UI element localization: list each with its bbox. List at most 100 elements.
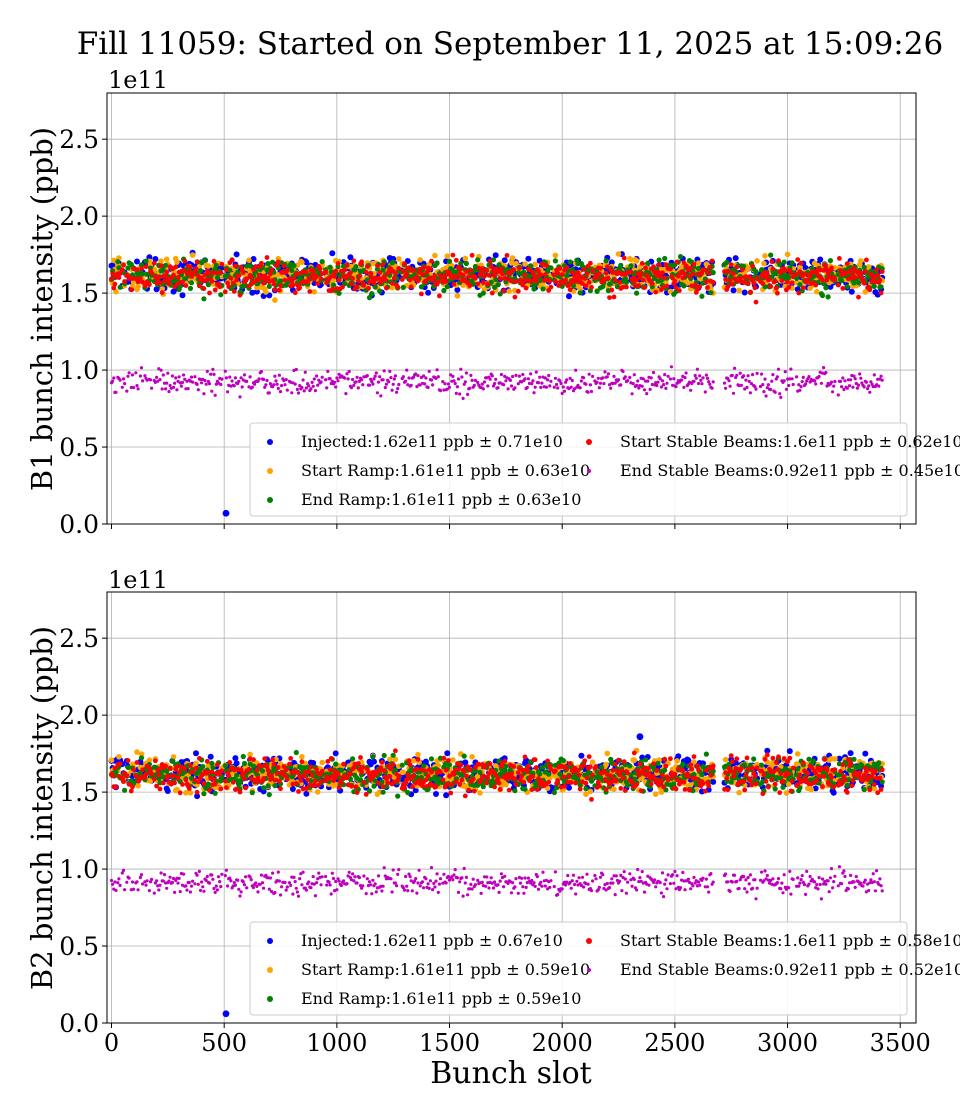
b1-end-stable-beams-point-59 [186, 387, 190, 391]
b1-end-ramp-point-494 [695, 265, 702, 272]
b1-start-stable-beams-point-253 [415, 278, 421, 284]
b1-end-stable-beams-point-319 [493, 382, 497, 386]
b1-end-stable-beams-point-544 [766, 383, 771, 387]
b2-start-ramp-point-300 [469, 754, 475, 760]
b1-start-ramp-point-19 [135, 283, 141, 290]
b1-end-stable-beams-point-532 [751, 373, 755, 377]
b1-end-stable-beams-point-172 [319, 380, 323, 384]
b1-start-stable-beams-point-54 [180, 279, 185, 285]
b1-end-ramp-point-24 [143, 258, 149, 264]
b1-end-ramp-point-295 [463, 260, 469, 267]
b1-end-stable-beams-point-610 [845, 386, 849, 390]
b1-end-stable-beams-point-101 [237, 379, 241, 383]
b2-start-ramp-point-508 [722, 756, 729, 763]
b1-start-ramp-point-479 [678, 264, 685, 270]
b1-points [108, 249, 886, 517]
b1-end-ramp-point-5 [115, 259, 121, 265]
b1-end-stable-beams-point-384 [569, 385, 573, 389]
b1-start-stable-beams-point-545 [767, 277, 772, 282]
b1-end-ramp-point-562 [786, 274, 792, 281]
b1-end-stable-beams-point-55 [182, 373, 186, 377]
b1-end-stable-beams-point-237 [396, 387, 400, 391]
b1-end-stable-beams-point-353 [532, 391, 536, 395]
b1-start-ramp-point-238 [396, 256, 402, 262]
b1-end-stable-beams-point-185 [336, 379, 340, 383]
b2-end-ramp-point-72 [201, 791, 207, 797]
b1-end-stable-beams-point-299 [469, 373, 473, 377]
b1-end-ramp-point-481 [681, 283, 687, 289]
b1-start-ramp-point-540 [761, 260, 767, 267]
b1-end-ramp-point-270 [434, 260, 440, 266]
b1-start-stable-beams-point-363 [542, 272, 548, 278]
b1-end-ramp-point-61 [187, 285, 193, 291]
b1-start-stable-beams-point-6 [116, 275, 122, 280]
b1-end-stable-beams-point-245 [407, 376, 411, 380]
b1-end-stable-beams-point-411 [601, 376, 605, 380]
b1-start-stable-beams-point-86 [217, 284, 223, 290]
b1-end-stable-beams-point-599 [831, 390, 835, 394]
b1-end-stable-beams-point-283 [451, 374, 455, 378]
b2-start-ramp-point-580 [808, 786, 814, 793]
b1-end-stable-beams-point-564 [789, 367, 793, 371]
b1-end-ramp-point-460 [656, 257, 662, 263]
b1-start-stable-beams-point-507 [722, 269, 727, 274]
b1-end-ramp-point-565 [789, 260, 795, 266]
b1-end-stable-beams-point-573 [801, 375, 805, 379]
b1-end-stable-beams-point-41 [166, 371, 170, 375]
b1-end-stable-beams-point-449 [645, 392, 649, 396]
b1-start-stable-beams-point-94 [228, 275, 234, 281]
b1-start-stable-beams-point-168 [314, 274, 319, 279]
b1-ytick-label-3: 1.5 [59, 279, 99, 308]
b1-end-stable-beams-point-530 [748, 391, 753, 395]
b1-end-stable-beams-point-138 [280, 384, 284, 388]
b1-start-stable-beams-point-241 [402, 261, 407, 267]
b1-start-stable-beams-point-482 [682, 271, 688, 277]
b1-end-ramp-point-625 [861, 264, 867, 270]
b2-end-ramp-point-237 [395, 793, 401, 799]
b1-start-stable-beams-point-153 [297, 285, 303, 291]
b1-end-ramp-point-435 [628, 263, 634, 269]
b1-end-stable-beams-point-416 [606, 372, 611, 376]
b1-end-stable-beams-point-634 [872, 373, 876, 377]
b1-injected-point-159 [303, 259, 310, 266]
b1-injected-point-382 [566, 293, 572, 300]
b1-end-stable-beams-point-233 [391, 382, 395, 386]
b1-end-stable-beams-point-512 [728, 384, 732, 388]
b1-end-stable-beams-point-167 [313, 389, 317, 393]
b1-start-stable-beams-point-83 [213, 270, 219, 276]
b1-end-stable-beams-point-526 [744, 378, 748, 382]
b1-start-stable-beams-point-24 [143, 264, 149, 270]
b1-end-stable-beams-point-78 [209, 372, 213, 376]
b1-start-stable-beams-point-556 [779, 278, 785, 283]
b1-end-stable-beams-point-621 [858, 372, 862, 376]
b1-end-stable-beams-point-445 [640, 384, 644, 388]
b1-start-stable-beams-point-561 [785, 279, 790, 285]
b1-legend-marker-injected [267, 439, 273, 445]
b1-end-stable-beams-point-438 [632, 373, 636, 377]
b1-end-stable-beams-point-215 [371, 382, 375, 386]
b2-injected-point-65 [193, 750, 199, 757]
b1-end-stable-beams-point-90 [224, 376, 228, 380]
b1-end-stable-beams-point-459 [656, 380, 660, 384]
b1-ytick-label-1: 0.5 [59, 433, 99, 462]
b1-start-stable-beams-point-129 [269, 267, 274, 273]
b1-start-stable-beams-point-191 [342, 267, 348, 273]
b1-start-stable-beams-point-219 [375, 263, 380, 269]
b1-end-stable-beams-point-335 [510, 374, 515, 379]
b1-end-ramp-point-181 [330, 282, 337, 288]
b2-end-ramp-point-76 [205, 781, 211, 787]
b1-end-stable-beams-point-406 [595, 380, 599, 384]
b1-end-stable-beams-point-469 [668, 377, 673, 381]
b1-end-stable-beams-point-620 [856, 383, 861, 387]
b1-end-stable-beams-point-500 [704, 373, 709, 377]
b1-injected-point-320 [492, 252, 499, 259]
b1-start-stable-beams-point-317 [489, 290, 495, 296]
b1-end-stable-beams-point-72 [202, 392, 206, 396]
b1-start-stable-beams-point-535 [753, 299, 759, 305]
b1-end-ramp-point-22 [140, 271, 146, 277]
b1-start-ramp-point-494 [695, 260, 702, 266]
b2-injected-point-78 [207, 753, 214, 760]
b1-start-ramp-point-76 [205, 263, 212, 269]
b1-start-stable-beams-point-268 [432, 273, 438, 279]
b1-end-stable-beams-point-174 [324, 378, 328, 382]
